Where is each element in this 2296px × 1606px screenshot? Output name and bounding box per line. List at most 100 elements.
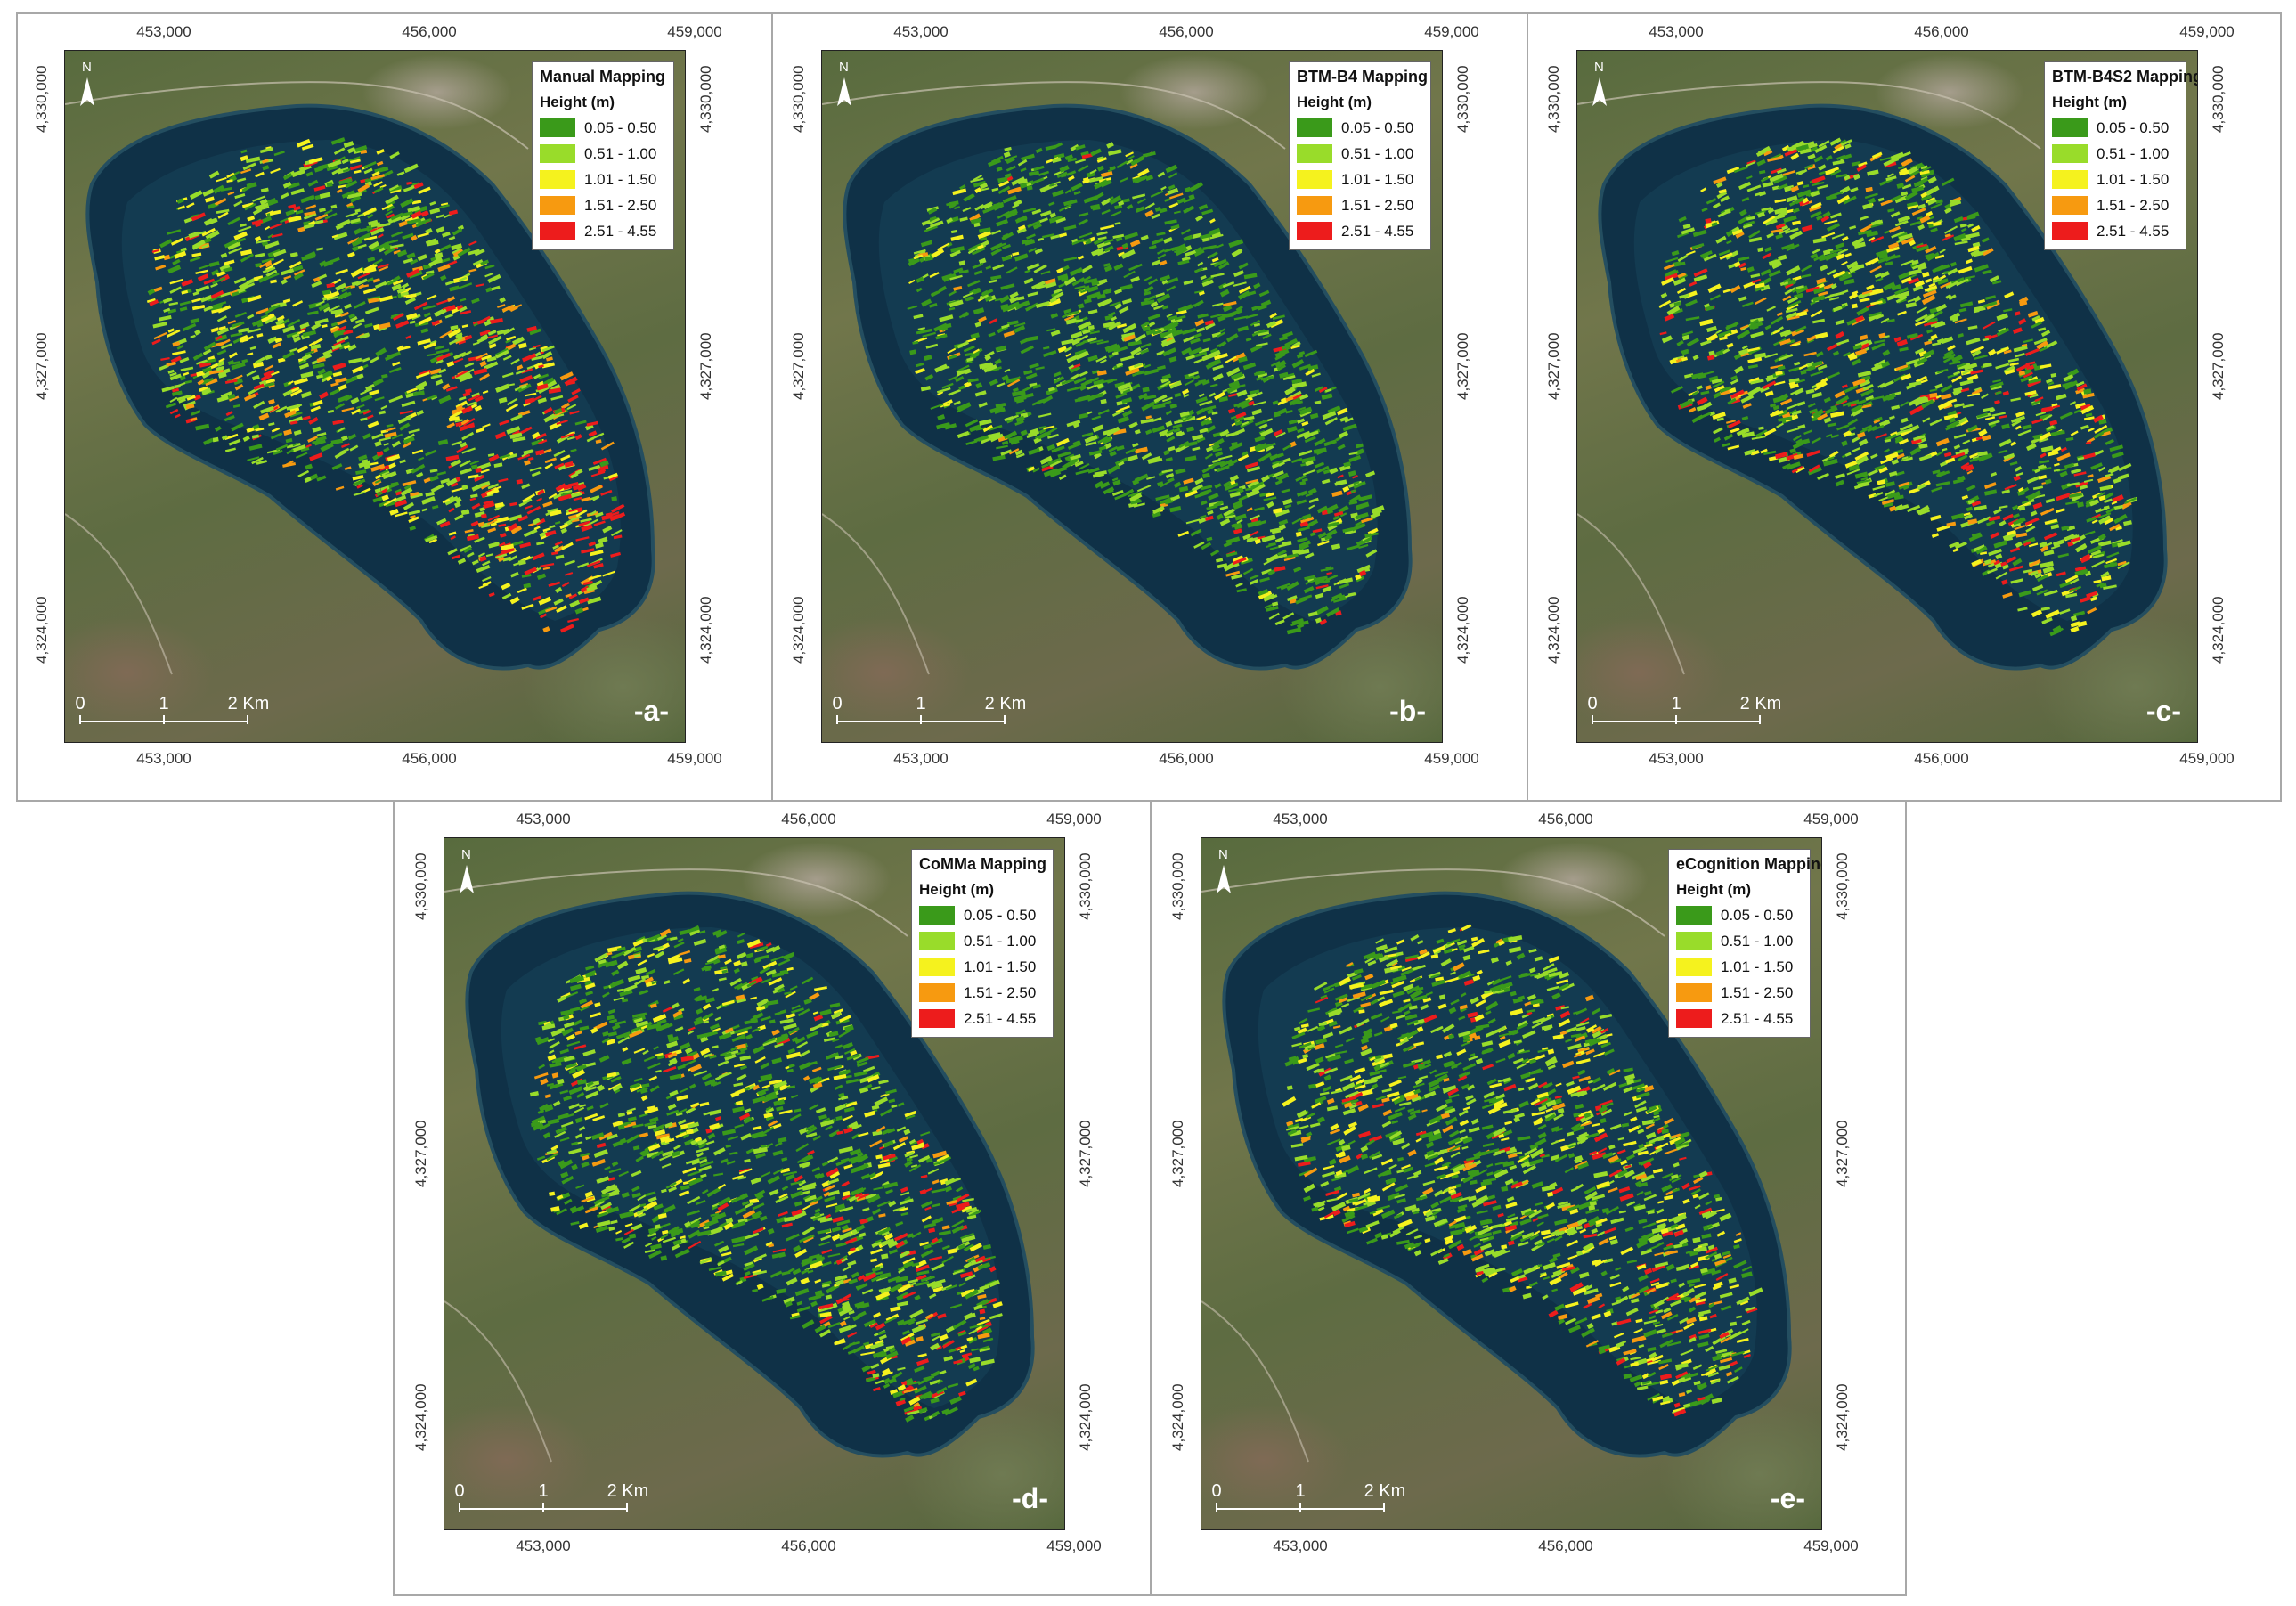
dune-mark <box>1091 280 1100 287</box>
dune-mark <box>399 410 413 415</box>
dune-mark <box>2028 542 2039 548</box>
dune-mark <box>1096 280 1106 287</box>
dune-mark <box>1910 437 1922 445</box>
dune-mark <box>1760 284 1771 292</box>
dune-mark <box>1761 207 1771 212</box>
dune-mark <box>593 1021 608 1031</box>
dune-mark <box>2045 609 2060 619</box>
dune-mark <box>1922 289 1937 298</box>
dune-mark <box>429 259 443 265</box>
dune-mark <box>367 414 374 420</box>
dune-mark <box>882 1367 891 1375</box>
scale-bar: 0 1 2 Km <box>832 694 1026 730</box>
dune-mark <box>1041 463 1049 469</box>
legend-title: BTM-B4S2 Mapping <box>2052 68 2198 86</box>
dune-mark <box>358 283 365 289</box>
dune-mark <box>941 273 953 281</box>
dune-mark <box>978 257 987 265</box>
dune-mark <box>929 303 938 308</box>
dune-mark <box>216 208 230 214</box>
dune-mark <box>1925 252 1935 260</box>
dune-mark <box>1178 485 1189 493</box>
dune-mark <box>936 387 951 394</box>
dune-mark <box>1788 199 1801 207</box>
dune-mark <box>1116 444 1125 452</box>
dune-mark <box>352 475 364 481</box>
dune-mark <box>356 484 363 489</box>
dune-mark <box>1251 408 1263 416</box>
dune-mark <box>2008 565 2023 572</box>
dune-mark <box>1028 429 1040 438</box>
dune-mark <box>1259 519 1266 525</box>
scale-label: 1 <box>1671 694 1681 713</box>
dune-mark <box>460 442 468 448</box>
dune-mark <box>1796 401 1806 407</box>
dune-mark <box>566 404 577 411</box>
dune-mark <box>213 184 225 194</box>
dune-mark <box>1049 212 1056 218</box>
dune-mark <box>482 390 489 395</box>
dune-mark <box>1183 477 1194 485</box>
dune-mark <box>472 341 480 346</box>
dune-mark <box>471 502 481 510</box>
dune-mark <box>1108 311 1116 317</box>
dune-mark <box>1966 485 1976 492</box>
dune-mark <box>1169 403 1178 409</box>
dune-mark <box>1147 313 1161 321</box>
dune-mark <box>1864 192 1878 200</box>
dune-mark <box>498 556 505 562</box>
dune-mark <box>304 477 312 484</box>
dune-mark <box>1012 389 1026 397</box>
dune-mark <box>1815 379 1827 388</box>
dune-mark <box>417 254 427 262</box>
dune-mark <box>1812 295 1826 302</box>
dune-mark <box>814 986 827 991</box>
dune-mark <box>1156 293 1171 304</box>
dune-mark <box>214 198 227 207</box>
dune-mark <box>1283 556 1296 562</box>
dune-mark <box>1204 515 1214 521</box>
dune-mark <box>153 331 168 340</box>
dune-mark <box>1309 532 1316 537</box>
dune-mark <box>163 307 171 313</box>
dune-mark <box>1198 379 1207 384</box>
dune-mark <box>374 440 382 447</box>
dune-mark <box>843 1106 855 1113</box>
dune-mark <box>1755 285 1765 292</box>
dune-mark <box>1673 277 1687 286</box>
dune-mark <box>700 1048 711 1056</box>
dune-mark <box>1083 278 1098 284</box>
dune-mark <box>180 247 187 252</box>
dune-mark <box>330 438 344 445</box>
dune-mark <box>1209 218 1216 224</box>
dune-mark <box>1718 249 1730 257</box>
dune-mark <box>2105 507 2115 514</box>
dune-mark <box>1124 232 1139 240</box>
dune-mark <box>1981 237 1990 243</box>
dune-mark <box>1014 420 1024 427</box>
dune-mark <box>1219 459 1233 468</box>
dune-mark <box>2112 494 2124 503</box>
dune-mark <box>1681 356 1689 362</box>
dune-mark <box>1964 275 1975 280</box>
dune-field <box>146 137 626 633</box>
dune-mark <box>1095 239 1104 245</box>
dune-mark <box>315 436 327 443</box>
dune-mark <box>943 403 951 407</box>
dune-mark <box>939 314 954 322</box>
dune-mark <box>1156 350 1166 356</box>
dune-mark <box>2004 484 2017 491</box>
dune-mark <box>2035 411 2047 417</box>
dune-mark <box>1747 363 1758 370</box>
dune-mark <box>1858 161 1868 167</box>
dune-mark <box>636 1087 648 1093</box>
dune-mark <box>1679 399 1694 409</box>
dune-mark <box>1949 417 1956 423</box>
dune-mark <box>1974 533 1982 539</box>
dune-mark <box>990 274 1002 281</box>
dune-mark <box>2076 383 2088 391</box>
dune-mark <box>470 493 478 499</box>
dune-mark <box>389 508 399 516</box>
dune-mark <box>1878 332 1886 338</box>
dune-mark <box>1103 265 1113 273</box>
